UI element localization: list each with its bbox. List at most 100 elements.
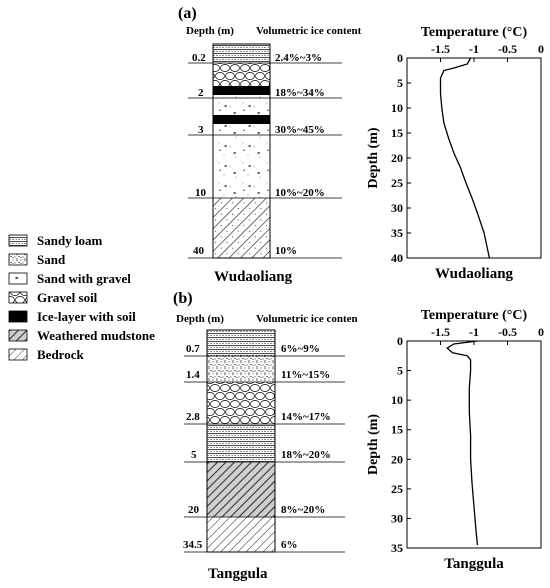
sandy-loam-swatch [8,234,28,247]
legend: Sandy loam Sand Sand with gravel Gravel … [8,233,155,362]
y-tick-label: 35 [391,541,403,555]
layer-sand-gravel [213,95,270,115]
depth-label: 2 [198,87,204,99]
panel-b-ice-header: Volumetric ice conten [256,313,358,325]
y-tick-label: 10 [391,101,403,115]
y-tick-label: 15 [391,126,403,140]
ice-content-label: 2.4%~3% [275,52,322,64]
y-tick-label: 5 [397,76,403,90]
ice-content-label: 18%~20% [281,449,331,461]
panel-b-depth-header: Depth (m) [176,313,224,325]
depth-label: 40 [193,245,205,257]
depth-label: 10 [195,187,207,199]
legend-item-sand: Sand [8,252,66,267]
chart-caption: Tanggula [444,556,504,572]
x-tick-label: 0 [538,325,544,339]
temperature-profile-tanggula: -1.5 -1 -0.5 0 0 5 10 15 20 25 30 35 Temperature (°C… [366,308,544,572]
depth-label: 34.5 [183,539,203,551]
y-tick-label: 30 [391,201,403,215]
ice-content-label: 30%~45% [275,124,325,136]
layer-weathered-mudstone [207,462,275,517]
y-tick-label: 40 [391,251,403,265]
legend-item-gravel-soil: Gravel soil [8,290,98,305]
sand-gravel-swatch [8,272,28,285]
y-tick-label: 20 [391,151,403,165]
ice-content-label: 14%~17% [281,411,331,423]
layer-sandy-loam [207,424,275,462]
panel-a-ice-header: Volumetric ice content [256,25,362,37]
y-tick-label: 5 [397,364,403,378]
sand-swatch [8,253,28,266]
x-axis-title: Temperature (°C) [421,25,528,40]
temperature-profile-wudaoliang: -1.5 -1 -0.5 0 0 5 10 15 20 25 30 35 40 Temperature (… [366,25,544,282]
layer-weathered-mudstone [213,198,270,258]
layer-sandy-loam [207,330,275,356]
layer-sand [207,356,275,382]
plot-frame [406,57,542,259]
depth-label: 0.7 [186,343,200,355]
panel-a-column: (a) Depth (m) Volumetric ice content 0.2… [178,5,362,285]
x-tick-label: -0.5 [498,42,517,56]
panel-b-column: (b) Depth (m) Volumetric ice conten 0.7 … [173,290,358,582]
y-tick-label: 35 [391,226,403,240]
y-tick-label: 0 [397,334,403,348]
legend-item-mudstone: Weathered mudstone [8,328,155,343]
layer-sand-gravel [213,124,270,135]
x-tick-label: 0 [538,42,544,56]
legend-label: Sand [37,252,66,267]
layer-bedrock [207,517,275,552]
x-tick-label: -0.5 [498,325,517,339]
y-tick-label: 15 [391,423,403,437]
ice-content-label: 10% [275,245,297,257]
layer-gravel-soil [207,382,275,424]
legend-label: Sand with gravel [37,271,131,286]
y-tick-label: 20 [391,452,403,466]
layer-sand-gravel [213,135,270,198]
depth-label: 0.2 [192,52,206,64]
layer-ice [213,115,270,124]
y-tick-label: 10 [391,393,403,407]
depth-label: 1.4 [186,369,200,381]
x-tick-label: -1 [469,325,479,339]
y-axis-title: Depth (m) [366,414,381,475]
mudstone-swatch [8,329,28,342]
x-axis-title: Temperature (°C) [421,308,528,323]
legend-label: Gravel soil [37,290,98,305]
legend-item-bedrock: Bedrock [8,347,84,362]
y-tick-label: 25 [391,482,403,496]
x-tick-label: -1.5 [431,42,450,56]
ice-layer-swatch [8,310,28,323]
ice-content-label: 10%~20% [275,187,325,199]
ice-content-label: 11%~15% [281,369,330,381]
bedrock-swatch [8,348,28,361]
temperature-line [446,340,479,546]
temperature-line [439,57,491,259]
layer-ice [213,86,270,95]
legend-label: Sandy loam [37,233,103,248]
panel-b-site-name: Tanggula [208,566,268,582]
legend-item-sand-gravel: Sand with gravel [8,271,131,286]
x-tick-label: -1.5 [431,325,450,339]
layer-gravel-soil [213,63,270,86]
ice-content-label: 18%~34% [275,87,325,99]
plot-frame [406,340,542,549]
panel-b-label: (b) [173,290,193,307]
legend-item-ice-layer: Ice-layer with soil [8,309,136,324]
panel-a-site-name: Wudaoliang [214,269,293,285]
gravel-soil-swatch [8,291,28,304]
x-tick-label: -1 [469,42,479,56]
depth-label: 2.8 [186,411,200,423]
layer-sandy-loam [213,44,270,63]
ice-content-label: 8%~20% [281,504,325,516]
ice-content-label: 6% [281,539,298,551]
legend-label: Weathered mudstone [37,328,155,343]
legend-label: Ice-layer with soil [37,309,136,324]
depth-label: 3 [198,124,204,136]
depth-label: 20 [188,504,200,516]
y-tick-label: 0 [397,51,403,65]
legend-label: Bedrock [37,347,84,362]
depth-label: 5 [191,449,197,461]
y-axis-title: Depth (m) [366,127,381,188]
chart-caption: Wudaoliang [435,266,514,282]
